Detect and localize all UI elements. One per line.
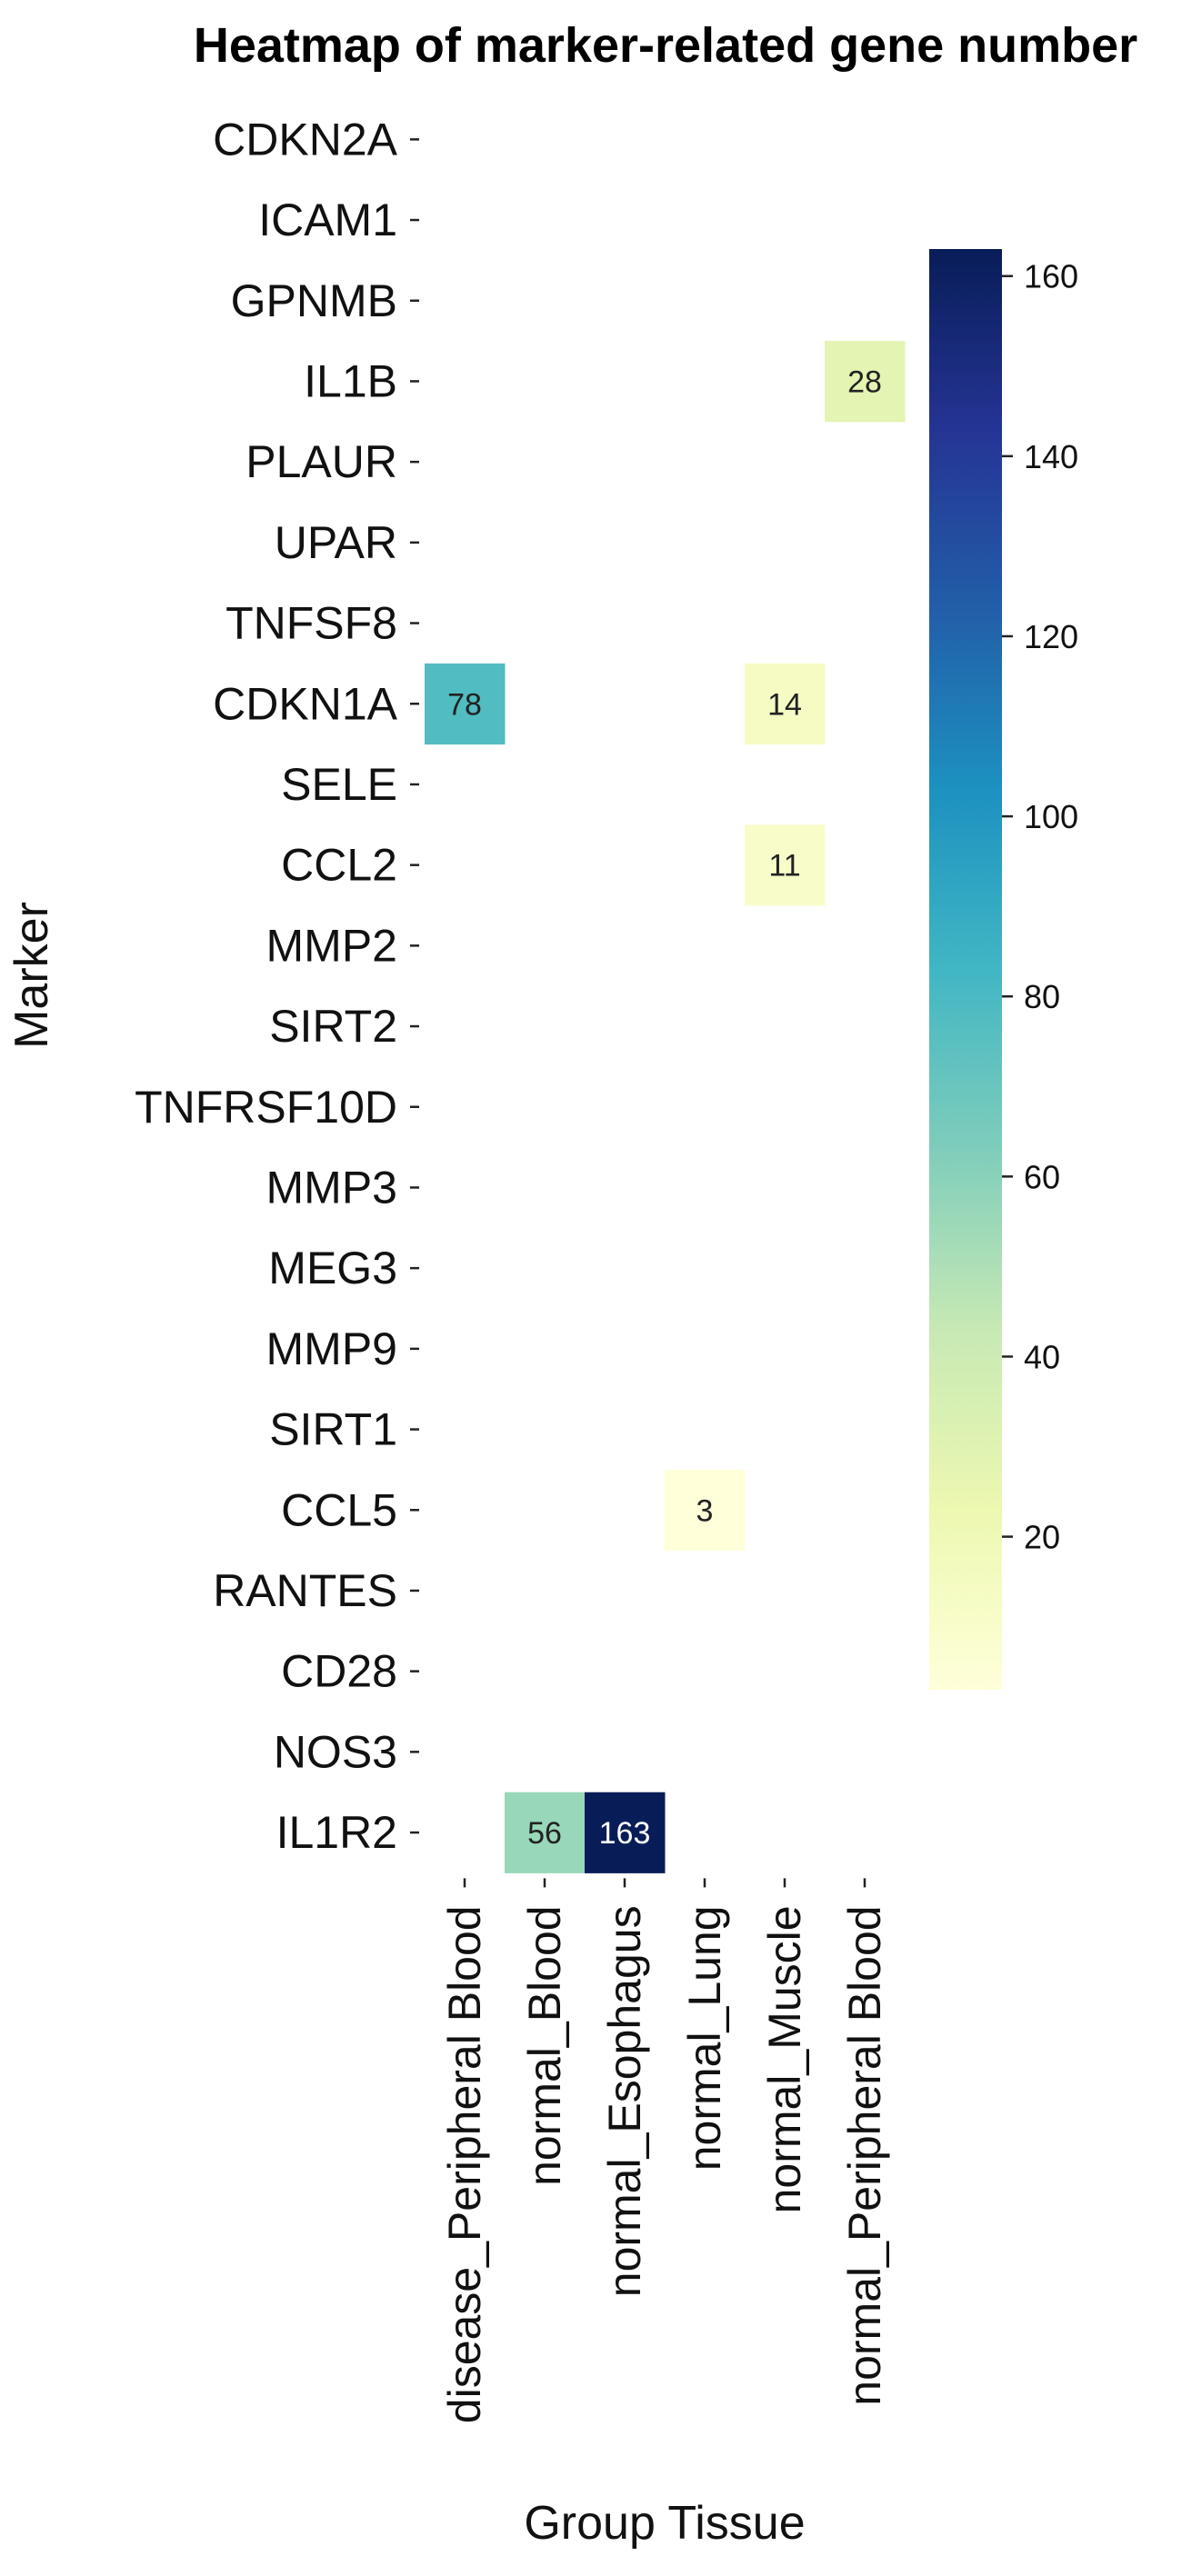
y-axis-label: Marker <box>5 902 58 1049</box>
column-label: normal_Lung <box>679 1905 730 2171</box>
row-label: SIRT1 <box>269 1404 397 1455</box>
heatmap-cell <box>825 341 906 423</box>
cell-value-label: 28 <box>847 364 882 399</box>
row-label: SIRT2 <box>269 1001 397 1052</box>
row-label: PLAUR <box>245 436 397 487</box>
row-label: CD28 <box>281 1646 397 1697</box>
column-label: normal_Muscle <box>759 1905 810 2213</box>
heatmap-cell <box>745 663 826 745</box>
row-label: GPNMB <box>231 275 397 326</box>
row-label: IL1B <box>304 355 397 406</box>
colorbar-ticks: 20 40 60 80 100 120 140 160 <box>1002 258 1078 1556</box>
row-label: MMP3 <box>266 1162 397 1213</box>
column-label: normal_Esophagus <box>599 1905 650 2297</box>
cell-value-label: 3 <box>696 1493 714 1528</box>
row-label: CDKN2A <box>213 114 397 165</box>
cell-value-label: 163 <box>599 1816 651 1851</box>
heatmap-cells: 28 78 14 11 3 56 163 <box>425 341 906 1873</box>
heatmap-cell <box>665 1469 746 1552</box>
colorbar-tick-label: 40 <box>1024 1338 1060 1375</box>
row-label: NOS3 <box>274 1726 397 1777</box>
cell-value-label: 78 <box>447 687 482 722</box>
row-label: SELE <box>281 759 397 810</box>
column-label: disease_Peripheral Blood <box>439 1905 490 2423</box>
row-label: CCL2 <box>281 840 397 891</box>
x-axis-label: Group Tissue <box>524 2497 805 2550</box>
row-label: CDKN1A <box>213 678 397 729</box>
heatmap-cell <box>745 824 826 906</box>
colorbar-tick-label: 160 <box>1024 258 1078 295</box>
colorbar-tick-label: 60 <box>1024 1158 1060 1195</box>
cell-value-label: 56 <box>527 1816 562 1851</box>
colorbar-tick-label: 20 <box>1024 1519 1060 1556</box>
row-label: IL1R2 <box>276 1807 397 1858</box>
row-label: RANTES <box>213 1565 397 1616</box>
row-label: MEG3 <box>268 1243 397 1293</box>
cell-value-label: 14 <box>767 687 802 722</box>
cell-value-label: 11 <box>768 849 800 884</box>
colorbar-tick-label: 120 <box>1024 618 1078 655</box>
row-label: CCL5 <box>281 1484 397 1535</box>
colorbar <box>929 249 1002 1690</box>
column-labels: disease_Peripheral Blood normal_Blood norm… <box>439 1878 890 2423</box>
column-label: normal_Blood <box>519 1905 570 2186</box>
row-label: ICAM1 <box>258 195 397 245</box>
chart-title: Heatmap of marker-related gene number <box>194 18 1137 73</box>
colorbar-tick-label: 80 <box>1024 978 1060 1015</box>
heatmap-cell <box>425 663 506 745</box>
colorbar-tick-label: 100 <box>1024 798 1078 835</box>
heatmap-cell <box>505 1792 586 1873</box>
colorbar-tick-label: 140 <box>1024 438 1078 475</box>
heatmap-cell <box>585 1792 666 1873</box>
row-label: TNFSF8 <box>225 598 397 649</box>
row-label: MMP2 <box>266 920 397 971</box>
row-label: UPAR <box>275 517 397 568</box>
row-label: MMP9 <box>266 1323 397 1374</box>
row-label: TNFRSF10D <box>135 1082 397 1133</box>
row-labels: CDKN2A ICAM1 GPNMB IL1B PLAUR UPAR TNFSF8 CDKN1… <box>135 114 419 1858</box>
column-label: normal_Peripheral Blood <box>839 1905 890 2405</box>
